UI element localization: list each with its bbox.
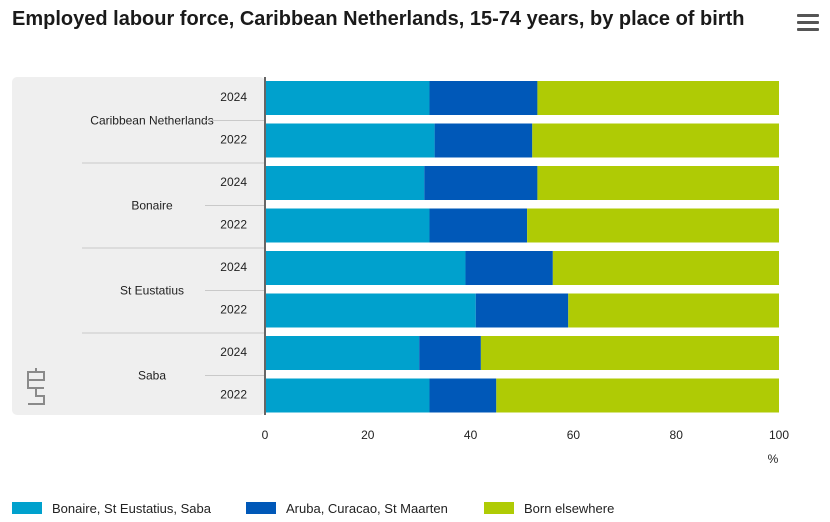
bar-segment [465,251,553,285]
bar-segment [480,336,779,370]
hamburger-menu-icon[interactable] [797,14,819,34]
bar-segment [429,208,528,243]
bar-segment [568,293,779,328]
category-label: 2024 [220,175,247,189]
category-label: 2022 [220,388,247,402]
category-label: 2022 [220,303,247,317]
category-panel [12,77,265,415]
bar-segment [532,123,779,158]
stacked-bar-chart: Caribbean Netherlands 2024 2022 Bonaire 2024… [12,77,789,466]
bar-segment [475,293,569,328]
legend-item-0[interactable]: Bonaire, St Eustatius, Saba [12,498,211,518]
x-tick-label: 80 [670,428,684,442]
legend-label-1: Aruba, Curacao, St Maarten [286,500,448,516]
group-label: Caribbean Netherlands [90,114,213,128]
x-tick-label: 40 [464,428,478,442]
category-label: 2022 [220,133,247,147]
legend-label-0: Bonaire, St Eustatius, Saba [52,500,211,516]
x-tick-label: 100 [769,428,789,442]
category-label: 2022 [220,218,247,232]
category-label: 2024 [220,345,247,359]
bar-segment [265,336,420,370]
group-label: Saba [138,369,166,383]
bar-segment [424,166,538,200]
legend-swatch-0 [12,502,42,514]
group-label: Bonaire [131,199,173,213]
bar-segment [419,336,481,370]
group-label: St Eustatius [120,284,184,298]
bar-segment [265,293,476,328]
bar-segment [527,208,779,243]
x-tick-label: 60 [567,428,581,442]
bar-segment [552,251,779,285]
bar-segment [429,378,497,413]
legend-swatch-2 [484,502,514,514]
x-tick-label: 0 [262,428,269,442]
chart-legend: Bonaire, St Eustatius, Saba Aruba, Curac… [0,498,830,518]
bar-segment [537,166,779,200]
x-axis-unit: % [768,452,779,466]
bar-segment [265,208,430,243]
bar-segment [537,81,779,115]
category-label: 2024 [220,90,247,104]
chart-title: Employed labour force, Caribbean Netherl… [12,8,745,30]
bar-segment [496,378,779,413]
bar-segment [265,81,430,115]
bar-segment [429,81,538,115]
category-label: 2024 [220,260,247,274]
bar-segment [265,123,435,158]
bar-segment [434,123,533,158]
bar-segment [265,251,466,285]
legend-swatch-1 [246,502,276,514]
legend-label-2: Born elsewhere [524,500,615,516]
legend-item-1[interactable]: Aruba, Curacao, St Maarten [246,498,448,518]
x-tick-label: 20 [361,428,375,442]
bar-segment [265,378,430,413]
bar-segment [265,166,425,200]
legend-item-2[interactable]: Born elsewhere [484,498,614,518]
cbs-logo [27,368,45,405]
